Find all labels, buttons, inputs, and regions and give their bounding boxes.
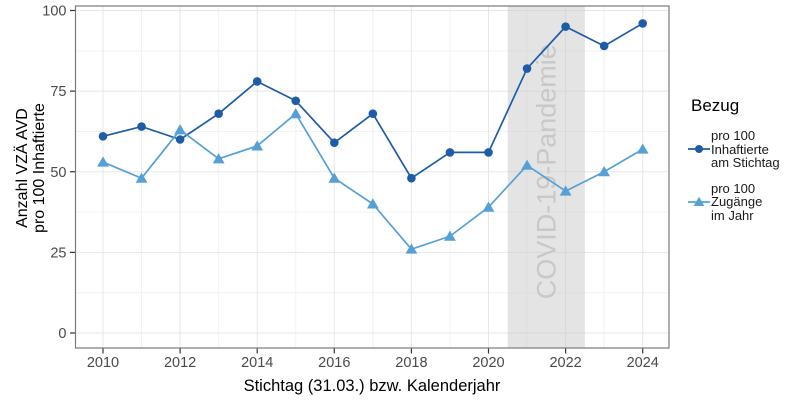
y-tick-label: 100: [42, 4, 66, 20]
data-point-pro-100-zugaenge-im-jahr: [636, 143, 649, 154]
panel-border: [74, 5, 670, 349]
data-point-pro-100-zugaenge-im-jahr: [559, 185, 572, 196]
x-tick-label: 2010: [87, 355, 119, 371]
x-tick-label: 2014: [241, 355, 273, 371]
y-tick-label: 75: [50, 84, 66, 100]
data-point-pro-100-zugaenge-im-jahr: [289, 108, 302, 119]
x-tick-label: 2024: [627, 355, 659, 371]
data-point-pro-100-zugaenge-im-jahr: [482, 201, 495, 212]
data-point-pro-100-zugaenge-im-jahr: [251, 140, 264, 151]
data-point-pro-100-inhaftierte-am-stichtag: [98, 131, 108, 141]
data-point-pro-100-inhaftierte-am-stichtag: [407, 173, 416, 183]
data-point-pro-100-zugaenge-im-jahr: [366, 198, 379, 209]
y-tick-label: 0: [58, 326, 66, 342]
data-point-pro-100-inhaftierte-am-stichtag: [484, 148, 493, 157]
legend-entry-pro-100-zugaenge-im-jahr: pro 100 Zugänge im Jahr: [687, 180, 799, 223]
x-axis-title: Stichtag (31.03.) bzw. Kalenderjahr: [243, 377, 501, 395]
x-tick-label: 2012: [164, 355, 196, 371]
data-point-pro-100-zugaenge-im-jahr: [328, 172, 341, 183]
legend-entries: pro 100 Inhaftierte am Stichtag pro 100 Z…: [687, 129, 799, 222]
data-point-pro-100-inhaftierte-am-stichtag: [330, 138, 339, 148]
data-point-pro-100-inhaftierte-am-stichtag: [522, 64, 532, 73]
data-point-pro-100-zugaenge-im-jahr: [405, 243, 418, 254]
data-point-pro-100-inhaftierte-am-stichtag: [137, 122, 146, 131]
data-point-pro-100-zugaenge-im-jahr: [444, 230, 456, 241]
data-point-pro-100-inhaftierte-am-stichtag: [368, 109, 378, 118]
legend-label: pro 100 Zugänge im Jahr: [711, 180, 763, 223]
legend: Bezug pro 100 Inhaftierte am Stichtag pro…: [687, 96, 799, 234]
x-tick-label: 2022: [549, 355, 581, 371]
data-point-pro-100-zugaenge-im-jahr: [135, 172, 148, 183]
y-axis-title: Anzahl VZÄ AVD pro 100 Inhaftierte: [14, 103, 48, 233]
legend-key-circle-icon: [688, 145, 710, 154]
data-point-pro-100-zugaenge-im-jahr: [174, 124, 186, 135]
data-point-pro-100-inhaftierte-am-stichtag: [291, 96, 301, 106]
data-point-pro-100-zugaenge-im-jahr: [521, 159, 533, 170]
legend-label: pro 100 Inhaftierte am Stichtag: [711, 128, 780, 170]
data-point-pro-100-inhaftierte-am-stichtag: [445, 148, 455, 157]
y-tick-label: 25: [50, 245, 66, 261]
data-point-pro-100-inhaftierte-am-stichtag: [252, 77, 262, 86]
x-tick-label: 2018: [395, 355, 427, 371]
x-tick-label: 2020: [472, 355, 504, 371]
data-point-pro-100-zugaenge-im-jahr: [97, 156, 109, 167]
x-tick-label: 2016: [318, 355, 350, 371]
legend-entry-pro-100-inhaftierte-am-stichtag: pro 100 Inhaftierte am Stichtag: [687, 129, 799, 170]
data-point-pro-100-inhaftierte-am-stichtag: [561, 22, 570, 31]
data-point-pro-100-inhaftierte-am-stichtag: [638, 19, 647, 28]
data-point-pro-100-inhaftierte-am-stichtag: [599, 41, 609, 51]
covid-band: [507, 6, 585, 348]
data-point-pro-100-inhaftierte-am-stichtag: [175, 135, 185, 144]
data-point-pro-100-inhaftierte-am-stichtag: [214, 109, 223, 118]
y-tick-label: 50: [50, 165, 66, 181]
legend-key-triangle-icon: [688, 196, 710, 206]
data-point-pro-100-zugaenge-im-jahr: [598, 166, 611, 177]
legend-title: Bezug: [691, 96, 740, 115]
data-point-pro-100-zugaenge-im-jahr: [212, 153, 225, 164]
